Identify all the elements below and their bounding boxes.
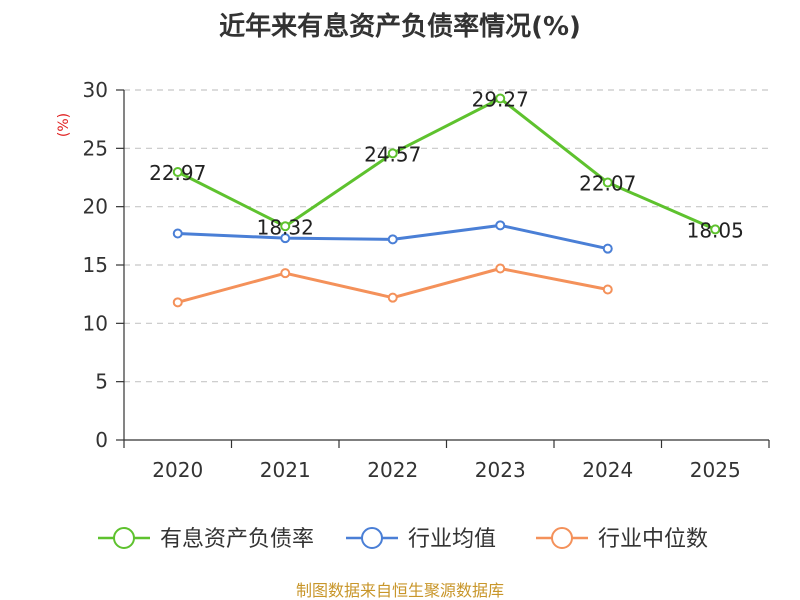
data-point bbox=[495, 263, 506, 274]
legend-label: 有息资产负债率 bbox=[160, 527, 314, 552]
data-point bbox=[602, 243, 613, 254]
legend-item: 行业均值 bbox=[346, 527, 496, 552]
legend-item: 有息资产负债率 bbox=[98, 527, 314, 552]
data-source-note: 制图数据来自恒生聚源数据库 bbox=[296, 581, 504, 600]
legend-label: 行业均值 bbox=[408, 527, 496, 552]
data-label: 22.97 bbox=[149, 161, 206, 185]
data-point bbox=[495, 220, 506, 231]
legend-marker bbox=[551, 527, 573, 549]
data-label: 29.27 bbox=[472, 88, 529, 112]
y-tick-label: 15 bbox=[83, 253, 108, 277]
grid-lines bbox=[124, 89, 769, 383]
data-point bbox=[495, 93, 506, 104]
data-point bbox=[172, 228, 183, 239]
x-tick-label: 2021 bbox=[260, 458, 311, 482]
data-labels: 22.97 18.32 24.57 29.27 22.07 18.05 bbox=[149, 88, 744, 243]
data-point bbox=[387, 148, 398, 159]
data-point bbox=[602, 177, 613, 188]
data-label: 24.57 bbox=[364, 142, 421, 166]
x-tick-label: 2025 bbox=[690, 458, 741, 482]
y-tick-label: 5 bbox=[95, 370, 108, 394]
y-tick-label: 25 bbox=[83, 136, 108, 160]
x-tick-label: 2020 bbox=[152, 458, 203, 482]
legend-item: 行业中位数 bbox=[536, 527, 708, 552]
data-point bbox=[710, 224, 721, 235]
y-axis-unit-label: (%) bbox=[56, 113, 72, 137]
x-tick-label: 2022 bbox=[367, 458, 418, 482]
data-label: 18.05 bbox=[687, 218, 744, 242]
legend-marker bbox=[113, 527, 135, 549]
y-tick-label: 0 bbox=[95, 428, 108, 452]
data-point bbox=[280, 233, 291, 244]
series-group bbox=[172, 93, 721, 308]
data-point bbox=[280, 268, 291, 279]
y-tick-label: 30 bbox=[83, 78, 108, 102]
series-line bbox=[177, 97, 716, 231]
legend-marker bbox=[361, 527, 383, 549]
data-point bbox=[172, 297, 183, 308]
data-point bbox=[387, 292, 398, 303]
data-label: 18.32 bbox=[257, 215, 314, 239]
chart-title: 近年来有息资产负债率情况(%) bbox=[219, 11, 581, 42]
data-label: 22.07 bbox=[579, 172, 636, 196]
legend-label: 行业中位数 bbox=[598, 527, 708, 552]
data-point bbox=[602, 284, 613, 295]
data-point bbox=[387, 234, 398, 245]
y-tick-label: 10 bbox=[83, 311, 108, 335]
data-point bbox=[172, 167, 183, 178]
data-point bbox=[280, 221, 291, 232]
x-tick-label: 2024 bbox=[582, 458, 633, 482]
legend: 有息资产负债率 行业均值 行业中位数 bbox=[98, 527, 708, 552]
x-tick-label: 2023 bbox=[475, 458, 526, 482]
y-tick-label: 20 bbox=[83, 195, 108, 219]
